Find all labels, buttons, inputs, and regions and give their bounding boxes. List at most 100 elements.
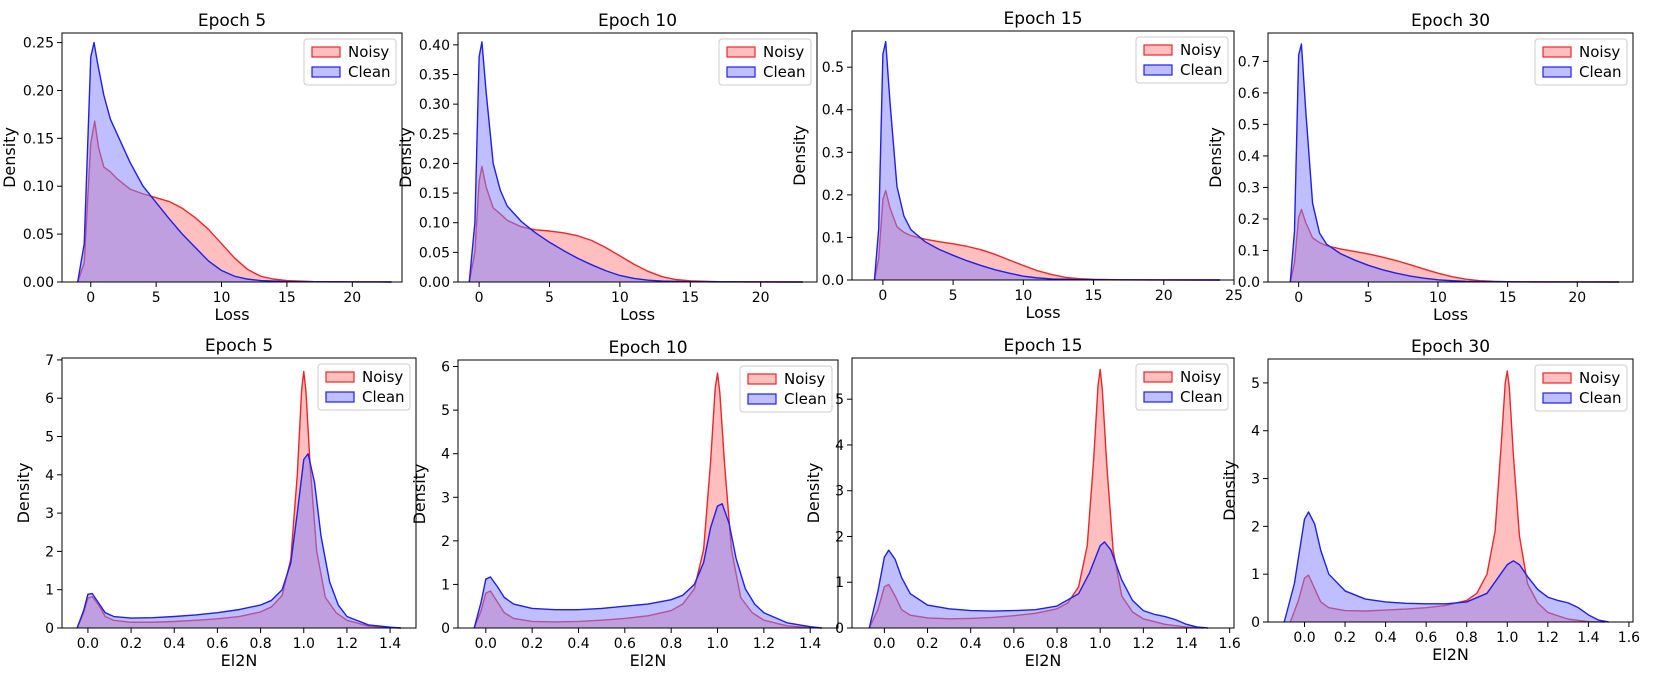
legend: Noisy Clean (1534, 38, 1628, 86)
y-tick-label: 1 (45, 583, 54, 599)
y-tick-label: 7 (45, 353, 54, 369)
x-tick-label: 0.0 (475, 636, 497, 652)
x-axis-label: El2N (630, 651, 667, 670)
noisy-legend-swatch (311, 46, 341, 58)
axes-frame (1267, 358, 1634, 623)
clean-legend-swatch (1542, 392, 1572, 404)
y-tick-label: 1 (441, 577, 450, 593)
clean-density-area (474, 503, 822, 628)
axes-frame (61, 357, 417, 629)
legend: Noisy Clean (739, 365, 833, 413)
clean-density-area (469, 41, 803, 282)
x-tick-label: 0 (86, 290, 95, 306)
x-tick-label: 20 (1155, 288, 1173, 304)
y-tick-label: 1 (835, 575, 844, 591)
chart-panel-5: 0.0 0.2 0.4 0.6 0.8 1.0 1.2 1.4 0 1 2 3 4 5 6 7 Epoch 5 E… (14, 336, 417, 670)
x-tick-label: 5 (949, 288, 958, 304)
x-tick-label: 1.2 (1132, 636, 1154, 652)
noisy-legend-swatch (1542, 372, 1572, 384)
clean-density-line (868, 541, 1209, 629)
y-tick-label: 2 (441, 534, 450, 550)
clean-density-line (76, 41, 392, 283)
clean-density-line (76, 453, 401, 629)
x-tick-label: 0.2 (916, 636, 938, 652)
y-axis-label: Density (410, 464, 429, 525)
chart-panel-8: 0.0 0.2 0.4 0.6 0.8 1.0 1.2 1.4 1.6 0 1 2 3 4 5 Epoch 3… (1220, 337, 1640, 664)
noisy-legend-swatch (1143, 371, 1173, 383)
y-tick-label: 0.00 (419, 275, 450, 291)
noisy-legend-label: Noisy (348, 43, 389, 61)
x-tick-label: 15 (1499, 290, 1517, 306)
x-tick-label: 0.4 (567, 636, 589, 652)
y-tick-label: 0.2 (822, 188, 844, 204)
y-tick-label: 0.05 (419, 245, 450, 261)
x-tick-label: 1.0 (293, 636, 315, 652)
x-tick-label: 0.6 (206, 636, 228, 652)
clean-legend-swatch (1542, 66, 1572, 78)
noisy-legend-label: Noisy (1180, 368, 1221, 386)
x-tick-label: 0.8 (249, 636, 271, 652)
x-tick-label: 1.4 (1175, 636, 1197, 652)
y-tick-label: 0.40 (419, 38, 450, 54)
chart-panel-7: 0.0 0.2 0.4 0.6 0.8 1.0 1.2 1.4 1.6 0 1 2 3 4 5 Epoch 1… (804, 336, 1241, 670)
noisy-legend-label: Noisy (763, 43, 804, 61)
x-axis-label: Loss (214, 305, 249, 324)
x-tick-label: 1.0 (1496, 630, 1518, 646)
x-axis-label: El2N (1025, 651, 1062, 670)
x-tick-label: 20 (752, 290, 770, 306)
chart-title: Epoch 5 (198, 11, 266, 31)
clean-density-area (869, 541, 1209, 628)
clean-legend-label: Clean (1180, 61, 1223, 79)
noisy-legend-label: Noisy (362, 368, 403, 386)
noisy-legend-label: Noisy (1180, 41, 1221, 59)
y-tick-label: 0.0 (1238, 275, 1260, 291)
x-tick-label: 0.8 (1456, 630, 1478, 646)
x-tick-label: 5 (152, 290, 161, 306)
y-tick-label: 0.7 (1238, 54, 1260, 70)
y-tick-label: 0.3 (1238, 180, 1260, 196)
clean-legend-label: Clean (362, 388, 405, 406)
x-tick-label: 15 (1085, 288, 1103, 304)
clean-legend-swatch (1143, 64, 1173, 76)
noisy-legend-swatch (747, 373, 777, 385)
x-tick-label: 0.4 (163, 636, 185, 652)
x-tick-label: 15 (681, 290, 699, 306)
x-tick-label: 0.2 (521, 636, 543, 652)
x-tick-label: 0.0 (873, 636, 895, 652)
clean-legend-label: Clean (348, 63, 391, 81)
x-tick-label: 0.4 (960, 636, 982, 652)
x-tick-label: 0.0 (77, 636, 99, 652)
x-tick-label: 5 (545, 290, 554, 306)
noisy-legend-label: Noisy (1579, 43, 1620, 61)
x-tick-label: 10 (611, 290, 629, 306)
x-axis-label: El2N (1432, 645, 1469, 664)
x-tick-label: 0.4 (1374, 630, 1396, 646)
y-tick-label: 0.25 (23, 36, 54, 52)
x-tick-label: 0.2 (1334, 630, 1356, 646)
noisy-legend-swatch (1143, 44, 1173, 56)
y-tick-label: 0 (45, 621, 54, 637)
y-tick-label: 0.1 (822, 230, 844, 246)
x-tick-label: 0.6 (614, 636, 636, 652)
y-axis-label: Density (1220, 460, 1239, 521)
y-tick-label: 0.5 (1238, 117, 1260, 133)
y-tick-label: 0.2 (1238, 212, 1260, 228)
x-axis-label: Loss (1025, 303, 1060, 322)
y-tick-label: 0.6 (1238, 86, 1260, 102)
noisy-legend-swatch (325, 371, 355, 383)
y-tick-label: 0.20 (23, 83, 54, 99)
x-tick-label: 1.6 (1219, 636, 1241, 652)
legend: Noisy Clean (718, 38, 812, 86)
x-tick-label: 10 (1014, 288, 1032, 304)
clean-density-area (874, 41, 1220, 280)
chart-panel-2: 0 5 10 15 20 0.00 0.05 0.10 0.15 0.20 0.25 0.30 0.35… (396, 11, 818, 324)
legend: Noisy Clean (1135, 363, 1229, 411)
clean-density-area (77, 453, 401, 628)
chart-title: Epoch 10 (608, 338, 687, 358)
y-tick-label: 0 (1251, 615, 1260, 631)
y-tick-label: 0.35 (419, 68, 450, 84)
x-tick-label: 10 (1429, 290, 1447, 306)
x-tick-label: 5 (1364, 290, 1373, 306)
x-axis-label: El2N (221, 651, 258, 670)
